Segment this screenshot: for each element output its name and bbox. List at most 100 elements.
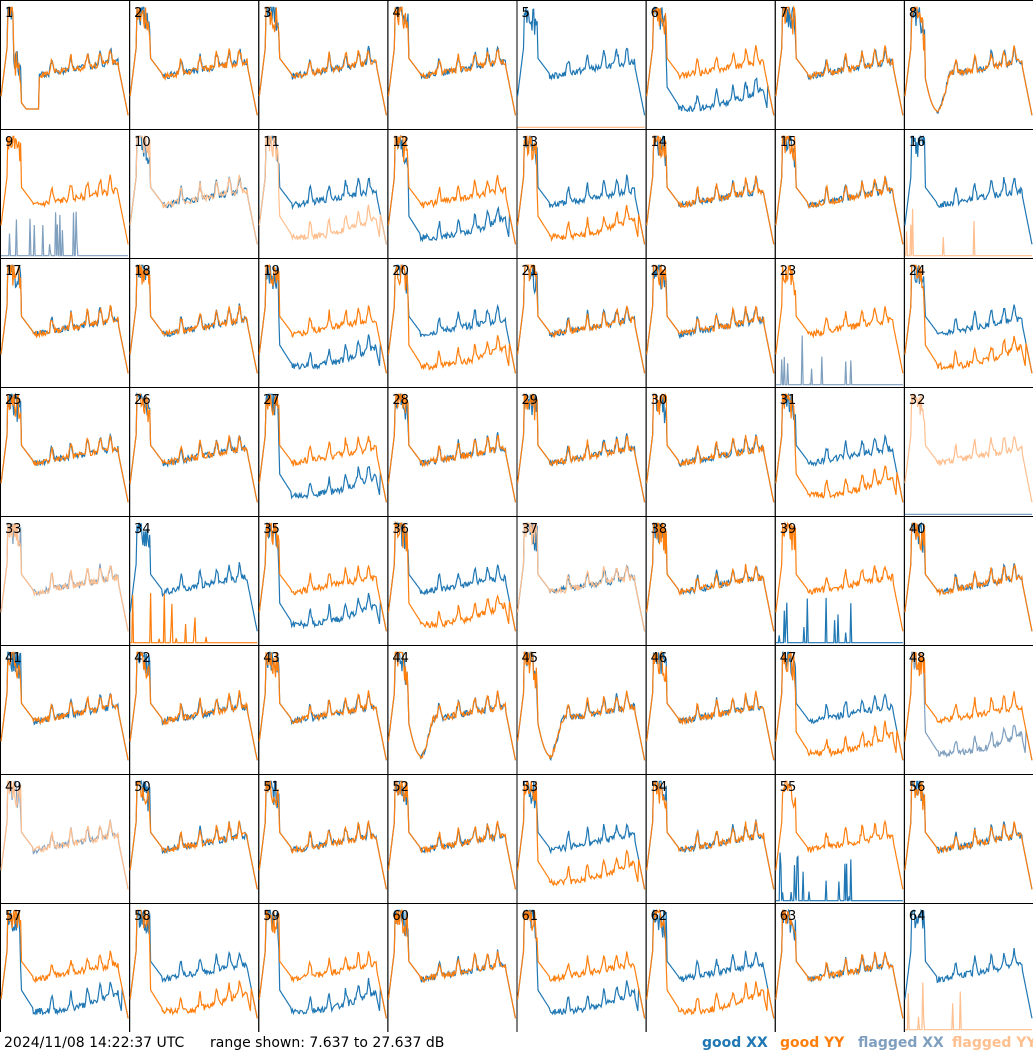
panel-number-label: 28	[392, 393, 409, 408]
panel-number-label: 64	[909, 909, 926, 924]
panel-62: 62	[645, 903, 776, 1032]
panel-number-label: 21	[522, 264, 539, 279]
panel-number-label: 14	[651, 135, 668, 150]
yy-series-line	[646, 263, 775, 374]
yy-series-line	[516, 780, 646, 890]
panel-number-label: 6	[651, 6, 659, 21]
xx-series-line	[775, 6, 904, 116]
panel-number-label: 42	[134, 651, 151, 666]
panel-number-label: 51	[263, 780, 280, 795]
yy-series-line	[258, 522, 387, 632]
panel-54: 54	[645, 774, 776, 904]
yy-series-line	[258, 652, 387, 761]
xx-series-line	[0, 6, 129, 116]
panel-21: 21	[516, 258, 647, 388]
yy-series-line	[258, 134, 387, 245]
panel-number-label: 31	[780, 393, 797, 408]
yy-series-line	[775, 5, 904, 116]
panel-55: 55	[774, 774, 905, 904]
panel-number-label: 4	[392, 6, 400, 21]
yy-series-line	[387, 6, 517, 116]
panel-36: 36	[387, 516, 518, 646]
yy-series-line	[775, 265, 904, 374]
panel-number-label: 52	[392, 780, 409, 795]
panel-number-label: 20	[392, 264, 409, 279]
panel-number-label: 50	[134, 780, 151, 795]
yy-series-line	[0, 264, 129, 374]
yy-series-line	[0, 780, 129, 890]
panel-number-label: 60	[392, 909, 409, 924]
panel-frame	[129, 0, 260, 130]
yy-series-line	[516, 392, 646, 503]
yy-series-line	[129, 909, 258, 1019]
panel-frame	[516, 0, 647, 130]
panel-number-label: 25	[5, 393, 22, 408]
panel-number-label: 18	[134, 264, 151, 279]
panel-number-label: 1	[5, 6, 13, 21]
panel-frame	[903, 0, 1033, 130]
yy-series-line	[0, 6, 129, 116]
yy-series-line	[129, 651, 258, 761]
panel-12: 12	[387, 129, 518, 259]
panel-number-label: 24	[909, 264, 926, 279]
yy-series-line	[904, 393, 1033, 503]
yy-series-line	[129, 264, 258, 374]
panel-19: 19	[258, 258, 389, 388]
panel-32: 32	[903, 387, 1033, 517]
panel-53: 53	[516, 774, 647, 904]
panel-number-label: 12	[392, 135, 409, 150]
panel-number-label: 30	[651, 393, 668, 408]
xx-series-line	[516, 780, 646, 890]
xx-series-line	[775, 908, 904, 1019]
yy-series-line	[387, 651, 517, 761]
yy-series-line	[129, 393, 258, 503]
panel-number-label: 13	[522, 135, 539, 150]
panel-27: 27	[258, 387, 389, 517]
panel-11: 11	[258, 129, 389, 259]
yy-series-line	[646, 134, 775, 245]
xx-series-line	[904, 909, 1033, 1019]
yy-series-line	[387, 135, 517, 245]
panel-33: 33	[0, 516, 131, 646]
panel-number-label: 46	[651, 651, 668, 666]
yy-series-line	[258, 263, 387, 374]
panel-51: 51	[258, 774, 389, 904]
yy-series-line	[775, 521, 904, 632]
panel-28: 28	[387, 387, 518, 517]
panel-40: 40	[903, 516, 1033, 646]
panel-number-label: 32	[909, 393, 926, 408]
yy-series-line	[904, 5, 1033, 116]
yy-series-line	[516, 263, 646, 374]
xx-series-line	[516, 393, 646, 503]
xx-series-line	[129, 910, 258, 1019]
panel-15: 15	[774, 129, 905, 259]
yy-series-line	[0, 135, 129, 245]
panel-59: 59	[258, 903, 389, 1032]
yy-series-line	[775, 135, 904, 245]
legend-good-yy: good YY	[780, 1035, 845, 1051]
yy-series-line	[516, 651, 646, 761]
panel-number-label: 22	[651, 264, 668, 279]
yy-series-line	[646, 522, 775, 632]
panel-1: 1	[0, 0, 131, 130]
panel-52: 52	[387, 774, 518, 904]
panel-34: 34	[129, 516, 260, 646]
panel-number-label: 17	[5, 264, 22, 279]
panel-number-label: 8	[909, 6, 917, 21]
yy-series-line	[387, 909, 517, 1019]
panel-number-label: 62	[651, 909, 668, 924]
yy-series-line	[258, 394, 387, 503]
panel-3: 3	[258, 0, 389, 130]
xx-series-line	[775, 852, 903, 902]
panel-10: 10	[129, 129, 260, 259]
panel-number-label: 36	[392, 522, 409, 537]
xx-series-line	[775, 392, 904, 503]
xx-series-line	[387, 264, 517, 374]
xx-series-line	[1, 211, 129, 257]
panel-number-label: 57	[5, 909, 22, 924]
xx-series-line	[0, 522, 129, 632]
panel-number-label: 35	[263, 522, 280, 537]
panel-number-label: 19	[263, 264, 280, 279]
yy-series-line	[904, 208, 1032, 257]
panel-45: 45	[516, 645, 647, 775]
